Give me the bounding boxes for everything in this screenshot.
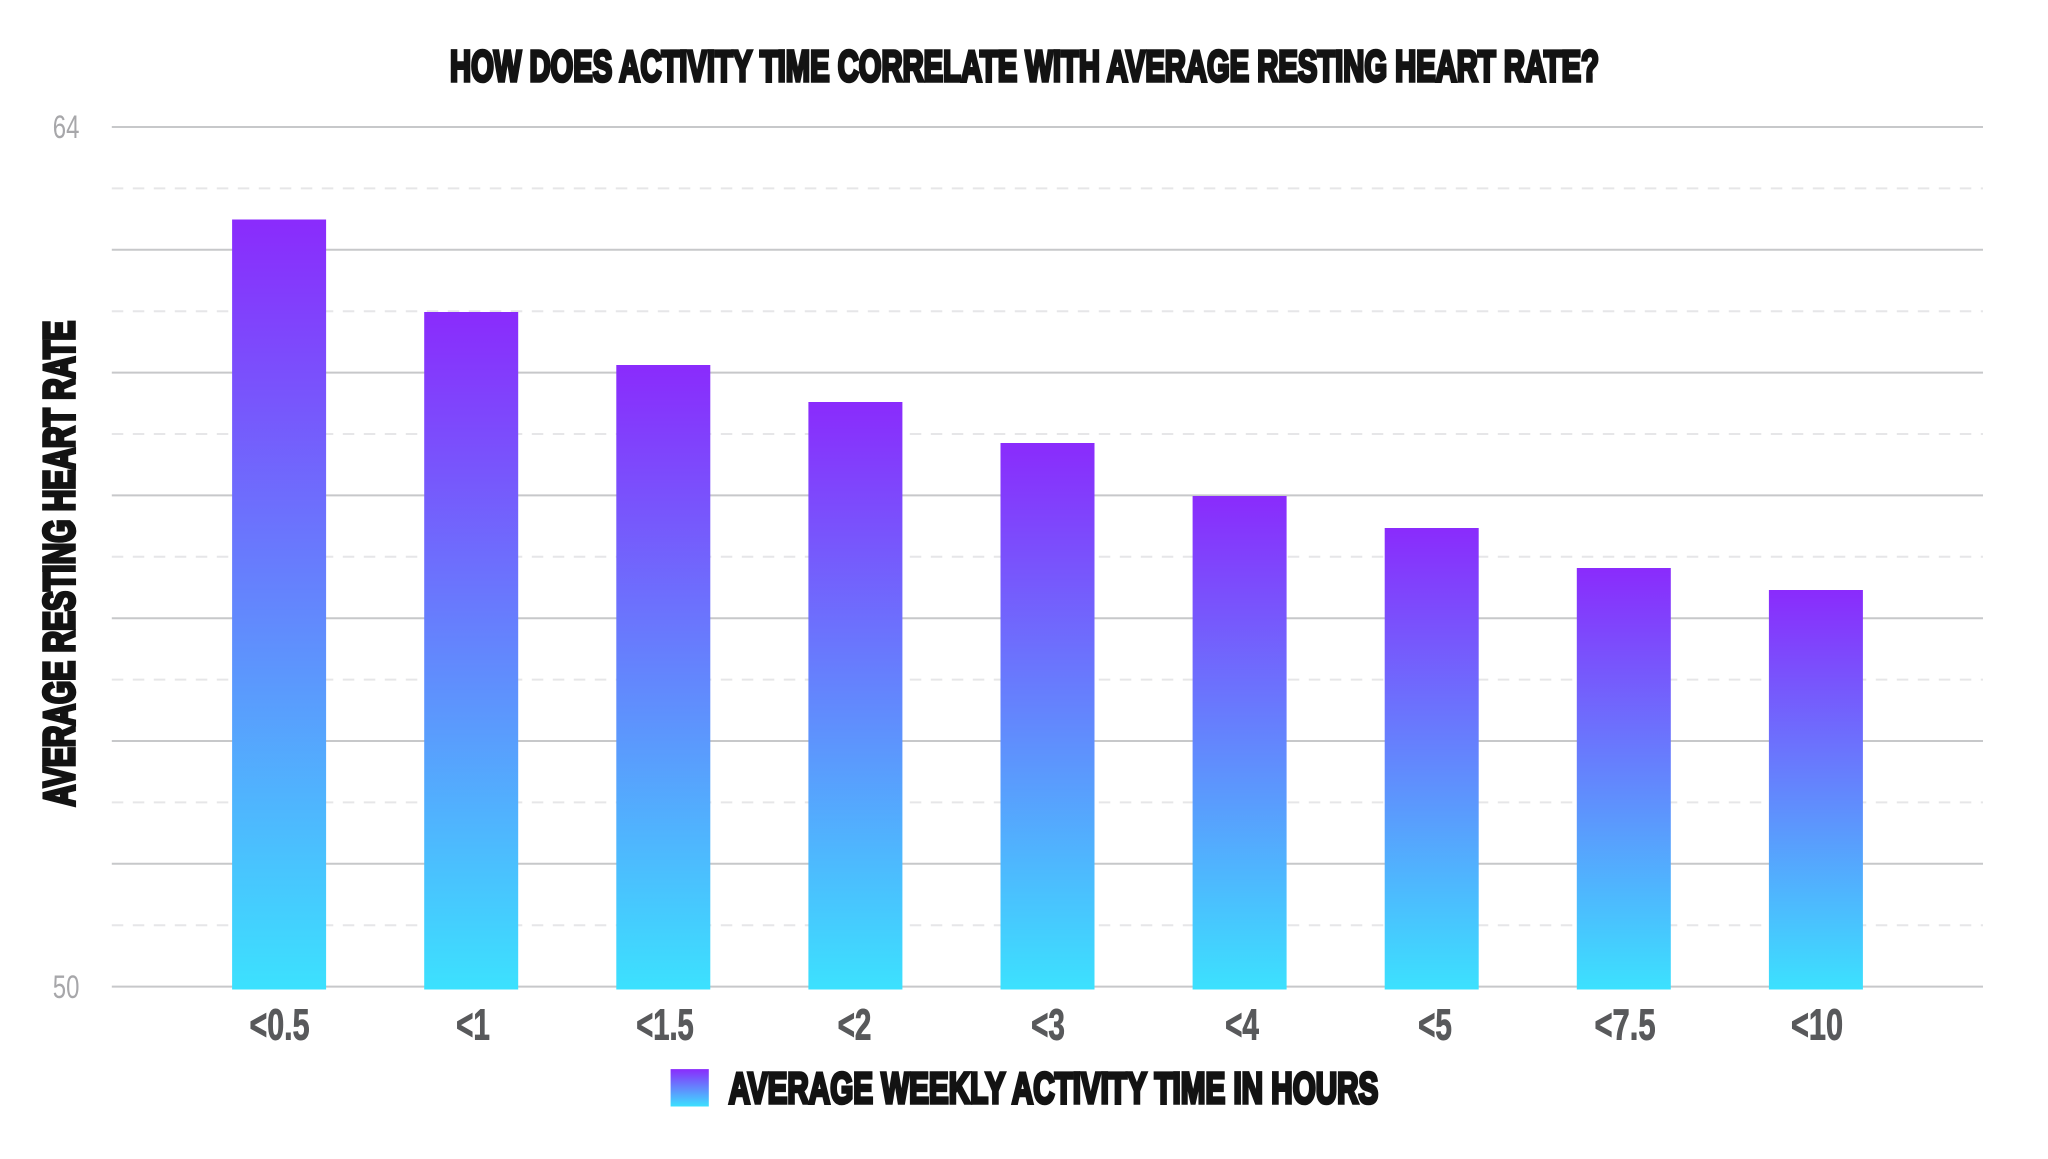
- svg-text:AVERAGE RESTING HEART RATE: AVERAGE RESTING HEART RATE: [36, 321, 84, 807]
- svg-text:<1: <1: [456, 1001, 490, 1049]
- svg-text:64: 64: [53, 109, 80, 145]
- svg-text:HOW DOES ACTIVITY TIME CORRELA: HOW DOES ACTIVITY TIME CORRELATE WITH AV…: [450, 42, 1599, 91]
- svg-text:AVERAGE WEEKLY ACTIVITY TIME I: AVERAGE WEEKLY ACTIVITY TIME IN HOURS: [729, 1064, 1379, 1113]
- svg-text:<4: <4: [1225, 1001, 1259, 1049]
- svg-text:<7.5: <7.5: [1595, 1001, 1656, 1049]
- svg-text:<1.5: <1.5: [636, 1001, 694, 1049]
- svg-text:<10: <10: [1791, 1001, 1843, 1049]
- svg-text:<2: <2: [838, 1001, 872, 1049]
- svg-text:<5: <5: [1418, 1001, 1452, 1049]
- svg-text:<3: <3: [1031, 1001, 1065, 1049]
- svg-text:50: 50: [53, 969, 80, 1005]
- svg-text:<0.5: <0.5: [250, 1001, 310, 1049]
